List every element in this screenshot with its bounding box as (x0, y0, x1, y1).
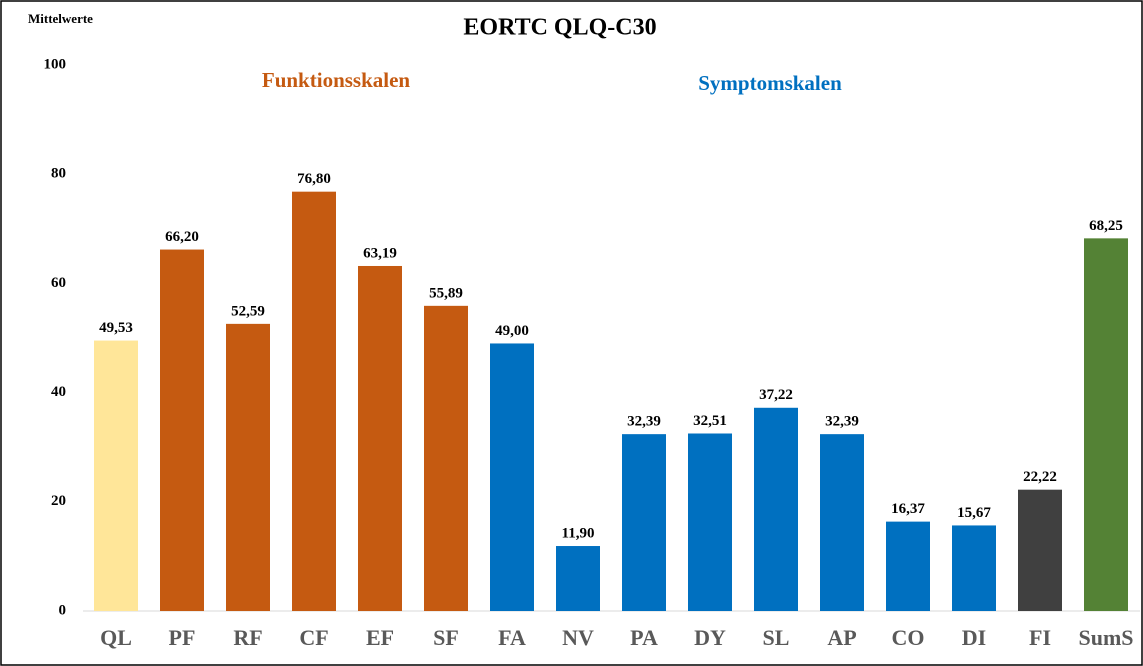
x-tick-label: PF (169, 625, 196, 650)
annotation: Symptomskalen (698, 71, 842, 95)
x-tick-label: QL (100, 625, 132, 650)
y-tick-label: 100 (44, 56, 67, 72)
y-tick-label: 60 (51, 275, 66, 291)
value-label: 66,20 (165, 229, 199, 245)
bar (952, 525, 996, 611)
chart-title: EORTC QLQ-C30 (463, 15, 656, 41)
x-tick-label: CF (299, 625, 328, 650)
value-label: 49,00 (495, 323, 529, 339)
value-label: 52,59 (231, 303, 265, 319)
value-label: 32,39 (627, 414, 661, 430)
y-tick-label: 20 (51, 493, 66, 509)
value-label: 32,39 (825, 414, 859, 430)
x-tick-label: SL (763, 625, 790, 650)
bar (556, 546, 600, 611)
value-label: 32,51 (693, 413, 727, 429)
bar (820, 434, 864, 611)
value-label: 11,90 (562, 525, 595, 541)
value-label: 22,22 (1023, 469, 1057, 485)
x-tick-label: NV (562, 625, 594, 650)
x-tick-label: AP (827, 625, 856, 650)
x-tick-label: SF (433, 625, 459, 650)
x-tick-label: EF (366, 625, 394, 650)
bar (94, 340, 138, 611)
bar (622, 434, 666, 611)
y-tick-label: 80 (51, 166, 66, 182)
x-tick-label: SumS (1078, 625, 1133, 650)
x-tick-label: CO (892, 625, 925, 650)
bar (886, 521, 930, 611)
bar (490, 343, 534, 611)
y-axis-label: Mittelwerte (28, 11, 93, 26)
value-label: 63,19 (363, 245, 397, 261)
bar (226, 323, 270, 611)
x-tick-label: RF (233, 625, 262, 650)
bar (754, 407, 798, 611)
annotation: Funktionsskalen (262, 68, 411, 92)
x-tick-label: DI (962, 625, 986, 650)
bar (1084, 238, 1128, 612)
value-label: 76,80 (297, 171, 331, 187)
bar (424, 305, 468, 611)
y-tick-label: 40 (51, 384, 66, 400)
x-tick-label: FI (1029, 625, 1051, 650)
bar (1018, 489, 1062, 611)
value-label: 15,67 (957, 505, 991, 521)
x-tick-label: FA (498, 625, 526, 650)
bar (688, 433, 732, 611)
value-label: 16,37 (891, 501, 925, 517)
bar (358, 265, 402, 611)
x-tick-label: DY (694, 625, 726, 650)
value-label: 55,89 (429, 285, 463, 301)
value-label: 49,53 (99, 320, 133, 336)
bar (160, 249, 204, 611)
value-label: 37,22 (759, 387, 793, 403)
bar (292, 191, 336, 611)
value-label: 68,25 (1089, 218, 1123, 234)
x-tick-label: PA (630, 625, 658, 650)
y-tick-label: 0 (59, 602, 67, 618)
